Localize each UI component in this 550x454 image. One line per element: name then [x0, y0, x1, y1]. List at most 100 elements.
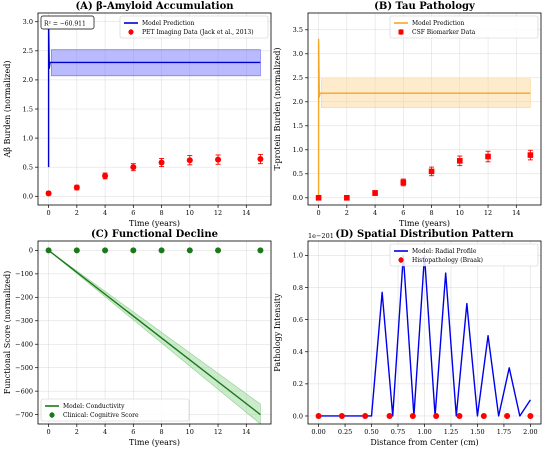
y-axis-label: T-protein Burden (normalized)	[273, 48, 282, 171]
y-tick-label: 0.2	[293, 380, 303, 388]
panel-c: 0 2 4 6 8 10 12 14 0 −100 −200 −300 −400 −500 −600 −700…	[3, 229, 272, 447]
x-tick-label: 6	[401, 209, 405, 217]
x-tick-label: 14	[512, 209, 520, 217]
plot-frame	[37, 240, 272, 425]
data-point	[527, 412, 534, 419]
data-point	[186, 157, 193, 164]
panel-title: (C) Functional Decline	[91, 229, 218, 240]
data-point	[504, 412, 511, 419]
data-point	[257, 156, 264, 163]
data-point	[315, 412, 322, 419]
x-tick-label: 10	[186, 428, 194, 436]
y-tick-label: 0.0	[293, 412, 303, 420]
x-tick-label: 10	[456, 209, 464, 217]
panel-title: (D) Spatial Distribution Pattern	[335, 229, 514, 240]
legend: Model: Radial Profile Histopathology (Bra…	[389, 243, 539, 267]
legend-entry-label: Clinical: Cognitive Score	[63, 412, 139, 419]
x-tick-label: 0.50	[364, 428, 378, 436]
y-tick-label: 0	[29, 247, 33, 255]
r-squared-annotation: R² = −60.911	[40, 15, 95, 30]
data-point	[45, 247, 52, 254]
data-point	[215, 247, 222, 254]
x-tick-label: 0.25	[338, 428, 352, 436]
y-tick-label: 2.0	[23, 76, 33, 84]
x-tick-label: 14	[242, 428, 250, 436]
legend: Model: Conductivity Clinical: Cognitive S…	[40, 398, 190, 422]
y-tick-label: 0.5	[23, 163, 33, 171]
y-tick-label: −600	[15, 387, 33, 395]
legend-entry-label: CSF Biomarker Data	[412, 29, 476, 36]
y-axis-label: Aβ Burden (normalized)	[3, 61, 12, 159]
data-point	[186, 247, 193, 254]
x-tick-label: 6	[131, 209, 135, 217]
y-tick-label: 3.0	[293, 50, 303, 58]
x-axis-label: Distance from Center (cm)	[370, 438, 478, 447]
x-tick-label: 14	[242, 209, 250, 217]
legend-entry-label: Model Prediction	[412, 20, 464, 27]
y-tick-label: 2.5	[23, 47, 33, 55]
legend-marker-swatch	[49, 412, 55, 418]
scale-label: 1e−201	[308, 232, 334, 240]
data-point	[45, 190, 52, 197]
x-tick-label: 0	[47, 428, 51, 436]
data-point	[480, 412, 487, 419]
x-tick-label: 0.00	[311, 428, 325, 436]
data-point	[315, 195, 322, 201]
x-tick-label: 0	[47, 209, 51, 217]
legend-marker-swatch	[398, 257, 404, 263]
y-tick-label: 0.6	[293, 316, 303, 324]
x-tick-label: 4	[103, 428, 107, 436]
y-tick-label: 1.5	[23, 105, 33, 113]
legend-box	[119, 15, 269, 39]
y-tick-label: 3.0	[23, 18, 33, 26]
x-tick-label: 6	[131, 428, 135, 436]
legend: Model Prediction PET Imaging Data (Jack e…	[119, 15, 269, 39]
data-point	[130, 247, 137, 254]
legend-marker-swatch	[128, 29, 134, 35]
y-tick-label: 0.5	[293, 170, 303, 178]
x-tick-label: 1.00	[417, 428, 431, 436]
annotation-box	[40, 15, 95, 30]
data-point	[456, 412, 463, 419]
legend-marker-swatch	[398, 29, 404, 35]
x-tick-label: 12	[214, 428, 222, 436]
annotation-text: R² = −60.911	[44, 21, 86, 28]
y-tick-label: 2.0	[293, 98, 303, 106]
x-tick-label: 4	[103, 209, 107, 217]
data-point	[409, 412, 416, 419]
x-tick-label: 8	[429, 209, 433, 217]
x-axis-label: Time (years)	[129, 219, 180, 228]
data-point	[400, 179, 407, 186]
legend: Model Prediction CSF Biomarker Data	[389, 15, 539, 39]
y-tick-label: −300	[15, 317, 33, 325]
y-tick-label: 0.4	[293, 348, 303, 356]
y-tick-label: 1.0	[23, 134, 33, 142]
series-line-0	[47, 21, 261, 168]
legend-box	[389, 15, 539, 39]
x-axis-label: Time (years)	[399, 219, 450, 228]
x-axis-label: Time (years)	[129, 438, 180, 447]
data-point	[73, 184, 80, 191]
y-tick-label: 2.5	[293, 74, 303, 82]
panel-title: (B) Tau Pathology	[374, 1, 476, 12]
data-point	[457, 158, 463, 164]
panel-title: (A) β-Amyloid Accumulation	[75, 1, 234, 12]
data-point	[428, 168, 435, 175]
data-point	[257, 247, 264, 254]
data-point	[433, 412, 440, 419]
data-point	[527, 152, 534, 158]
x-tick-label: 8	[159, 209, 163, 217]
legend-entry-label: Model Prediction	[142, 20, 194, 27]
x-tick-label: 1.75	[497, 428, 511, 436]
x-tick-label: 2	[345, 209, 349, 217]
x-tick-label: 2.00	[523, 428, 537, 436]
data-point	[102, 247, 109, 254]
series-line-0	[48, 249, 261, 416]
x-tick-label: 12	[484, 209, 492, 217]
legend-entry-label: Model: Radial Profile	[412, 248, 477, 255]
x-tick-label: 2	[75, 428, 79, 436]
data-point	[372, 190, 378, 196]
data-point	[386, 412, 393, 419]
data-point	[158, 159, 165, 166]
data-point	[158, 247, 165, 254]
